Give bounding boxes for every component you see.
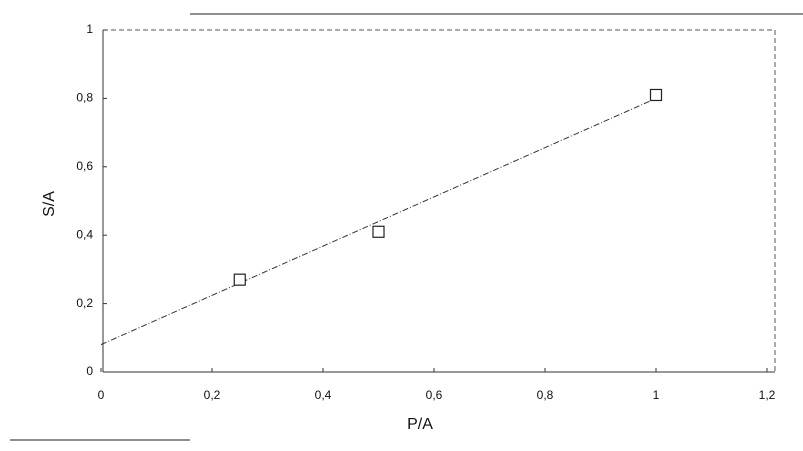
x-tick-label: 0 [98,388,105,402]
y-tick-label: 0,2 [76,296,93,310]
x-tick-label: 0,6 [426,388,443,402]
y-axis-title: S/A [41,191,58,217]
x-tick-label: 1,2 [759,388,776,402]
y-tick-label: 1 [86,22,93,36]
x-axis-title: P/A [407,416,433,433]
x-tick-label: 0,8 [537,388,554,402]
point [233,273,246,286]
x-tick-label: 0,2 [204,388,221,402]
trendline [100,97,657,346]
x-tick-label: 0,4 [315,388,332,402]
y-tick-label: 0 [86,364,93,378]
y-tick-label: 0,8 [76,91,93,105]
y-tick-label: 0,6 [76,159,93,173]
y-tick-label: 0,4 [76,227,93,241]
point [372,225,385,238]
point [649,88,663,102]
x-tick-label: 1 [653,388,660,402]
